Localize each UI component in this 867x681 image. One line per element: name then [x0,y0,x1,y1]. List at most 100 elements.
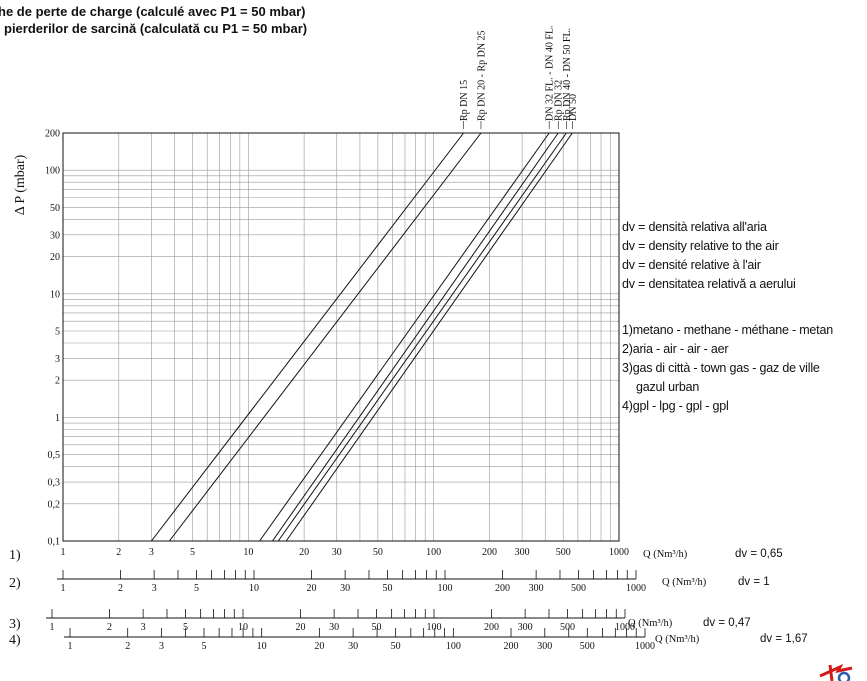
scale-tick-label: 100 [427,622,442,633]
legend-dv-fr: dv = densité relative à l'air [622,258,761,272]
y-tick-label: 0,2 [48,499,61,510]
scale-tick-label: 5 [201,641,206,652]
scale-tick-label: 1 [61,583,66,594]
scale-tick-label: 50 [391,641,401,652]
y-tick-label: 20 [50,252,60,263]
scale-2-label: 2) [9,576,21,591]
scale-tick-label: 50 [383,583,393,594]
scale-tick-label: 1000 [615,622,635,633]
series-label: Rp DN 15 [459,80,470,121]
scale-tick-label: 100 [446,641,461,652]
scale-dv-label: dv = 0,65 [735,548,783,560]
scale-dv-label: dv = 0,47 [703,617,751,629]
x-tick-label: 2 [116,547,121,558]
scale-tick-label: 2 [107,622,112,633]
x-tick-label: 30 [332,547,342,558]
scale-tick-label: 2 [118,583,123,594]
scale-tick-label: 1000 [635,641,655,652]
scale-tick-label: 200 [484,622,499,633]
x-tick-label: 5 [190,547,195,558]
scale-tick-label: 1 [50,622,55,633]
y-tick-label: 5 [55,327,60,338]
scale-tick-label: 10 [257,641,267,652]
scale-unit-label: Q (Nm³/h) [662,577,707,588]
y-axis-label-group: Δ P (mbar) [13,154,28,215]
y-tick-label: 50 [50,203,60,214]
scale-tick-label: 30 [348,641,358,652]
series-label: DN 50 [568,94,579,121]
x-tick-label: 500 [556,547,571,558]
scale-tick-label: 1000 [626,583,646,594]
series-line [272,132,559,542]
legend-dv-ro: dv = densitatea relativă a aerului [622,277,796,291]
y-tick-label: 2 [55,376,60,387]
chart-grid [62,132,619,542]
scale-tick-label: 1 [68,641,73,652]
legend-dv-en: dv = density relative to the air [622,239,779,253]
chart-title-line-1: he de perte de charge (calculé avec P1 =… [0,4,306,19]
scale-tick-label: 10 [238,622,248,633]
scale-tick-label: 20 [306,583,316,594]
scale-tick-label: 30 [329,622,339,633]
series-label: Rp DN 40 - DN 50 FL. [562,28,573,121]
scale-tick-label: 3 [141,622,146,633]
x-tick-labels: 1 2 3 5 10 20 30 50 100 200 300 500 1000 [61,547,630,558]
legend-gas-2: 2)aria - air - air - aer [622,342,729,356]
series-line [277,132,567,542]
series-line [168,132,482,542]
series-labels: Rp DN 15 Rp DN 20 - Rp DN 25 DN 32 FL. - D… [459,25,579,129]
y-tick-label: 3 [55,354,60,365]
y-tick-label: 100 [45,166,60,177]
brand-logo-icon [818,662,866,681]
scale-tick-label: 2 [125,641,130,652]
series-line [285,132,573,542]
legend-gas-3: 3)gas di città - town gas - gaz de ville [622,361,820,375]
scale-tick-label: 3 [152,583,157,594]
scale-4-label: 4) [9,633,21,648]
x-tick-label: 200 [482,547,497,558]
scale-tick-label: 10 [249,583,259,594]
y-tick-label: 0,3 [48,478,61,489]
y-tick-label: 0,5 [48,450,61,461]
x-tick-label: 50 [373,547,383,558]
scale-unit-label: Q (Nm³/h) [655,634,700,645]
scale-tick-label: 500 [571,583,586,594]
scale-tick-label: 30 [340,583,350,594]
y-axis-label: Δ P (mbar) [13,154,28,215]
x-tick-label: 100 [426,547,441,558]
scale-tick-label: 5 [183,622,188,633]
x-tick-label: 1 [61,547,66,558]
series-label: Rp DN 20 - Rp DN 25 [476,30,487,121]
series-lines [151,132,573,542]
x-tick-label: 1000 [609,547,629,558]
scale-tick-label: 500 [560,622,575,633]
secondary-scales: 1) Q (Nm³/h) dv = 0,652) 1 2 3 5 10 20 30 50 100 200… [9,548,808,652]
scale-tick-label: 20 [295,622,305,633]
scale-dv-label: dv = 1 [738,576,770,588]
scale-tick-label: 5 [194,583,199,594]
scale-tick-label: 200 [504,641,519,652]
legend-gas-1: 1)metano - methane - méthane - metan [622,323,833,337]
y-tick-label: 10 [50,289,60,300]
scale-tick-label: 300 [529,583,544,594]
x-tick-label: 10 [243,547,253,558]
legend-gas-4: 4)gpl - lpg - gpl - gpl [622,399,729,413]
y-tick-label: 30 [50,230,60,241]
scale-tick-label: 300 [518,622,533,633]
series-line [151,132,464,542]
chart-frame [62,132,620,542]
y-tick-label: 1 [55,413,60,424]
scale-1-label: 1) [9,548,21,563]
chart-title-line-2: pierderilor de sarcină (calculată cu P1 … [4,21,308,36]
scale-unit-label: Q (Nm³/h) [643,549,688,560]
y-tick-label: 200 [45,129,60,140]
x-tick-label: 300 [515,547,530,558]
scale-dv-label: dv = 1,67 [760,633,808,645]
scale-tick-label: 300 [537,641,552,652]
y-tick-label: 0,1 [48,537,61,548]
scale-tick-label: 100 [438,583,453,594]
legend-dv-it: dv = densità relativa all'aria [622,220,767,234]
series-label: DN 32 FL. - DN 40 FL. [545,25,556,121]
